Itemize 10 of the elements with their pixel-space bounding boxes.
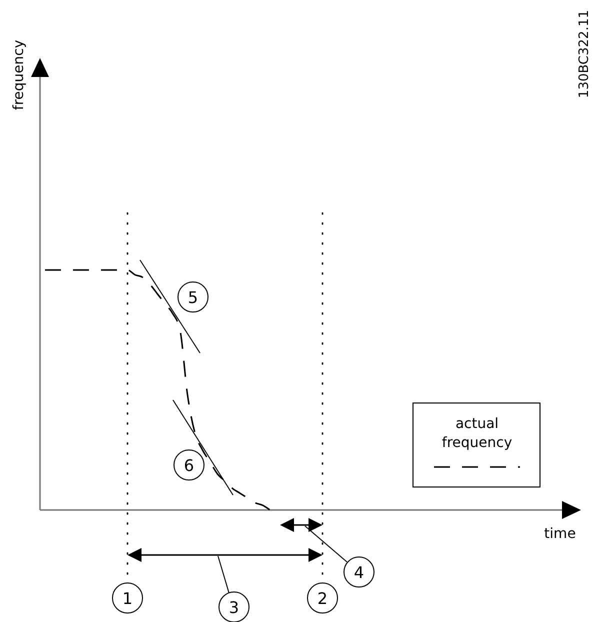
text: 3 [228, 598, 240, 617]
annotation: 6 [184, 456, 194, 475]
text: 4 [354, 563, 364, 582]
x-axis-title: time [544, 526, 576, 542]
text: 1 [122, 589, 133, 608]
text: frequency [11, 40, 27, 110]
annotation: 5 [188, 288, 198, 307]
text: 130BC322.11 [577, 10, 592, 98]
text: 2 [317, 589, 328, 608]
text: actual frequency [442, 416, 512, 451]
